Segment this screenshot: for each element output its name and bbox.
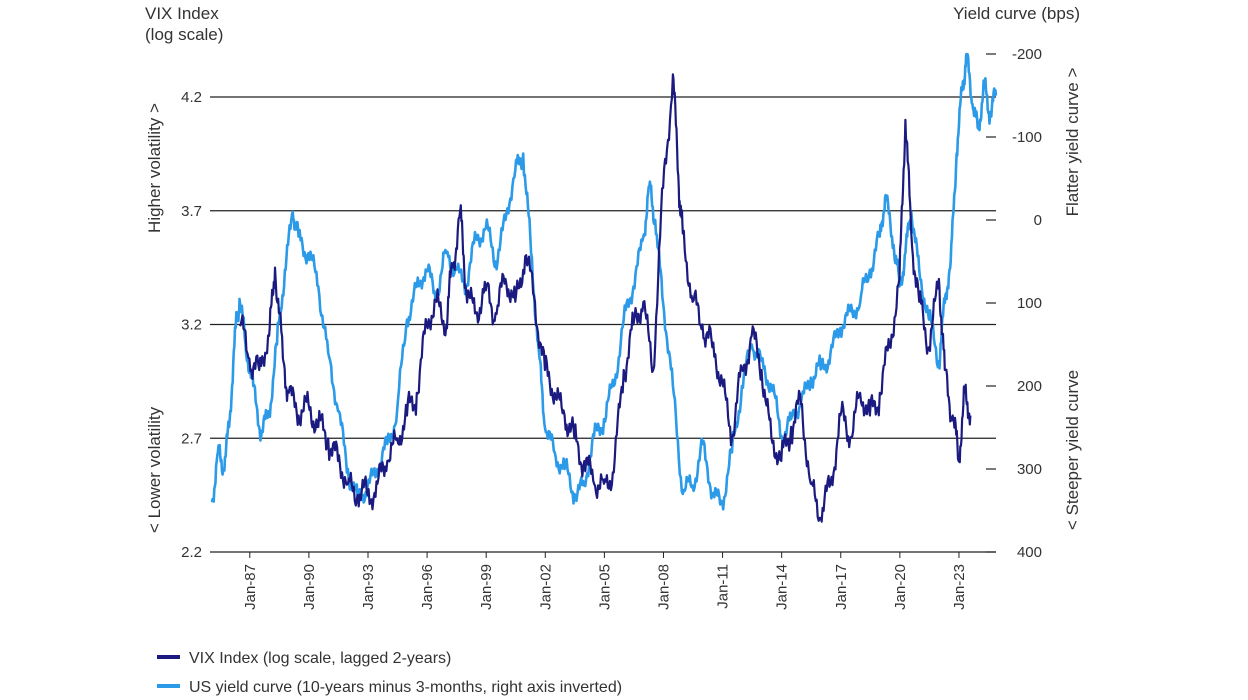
- left-axis-ticks: 4.2 3.7 3.2 2.7 2.2: [181, 89, 202, 561]
- legend: VIX Index (log scale, lagged 2-years) US…: [157, 650, 622, 696]
- x-tick-label: Jan-05: [596, 564, 613, 610]
- x-tick-label: Jan-23: [951, 564, 968, 610]
- legend-label-vix: VIX Index (log scale, lagged 2-years): [189, 650, 451, 667]
- gridlines: [210, 96, 996, 439]
- left-axis-title-line1: VIX Index: [145, 4, 219, 23]
- x-tick-label: Jan-87: [242, 564, 259, 610]
- left-tick-label: 3.7: [181, 203, 202, 220]
- higher-volatility-label: Higher volatility >: [145, 103, 164, 233]
- legend-label-yield-curve: US yield curve (10-years minus 3-months,…: [189, 679, 622, 696]
- steeper-yield-curve-label: < Steeper yield curve: [1063, 370, 1082, 530]
- left-tick-label: 2.2: [181, 544, 202, 561]
- left-axis-title-line2: (log scale): [145, 25, 223, 44]
- x-tick-label: Jan-08: [655, 564, 672, 610]
- x-tick-label: Jan-90: [301, 564, 318, 610]
- right-tick-label: 300: [1017, 461, 1042, 478]
- x-axis-ticks: Jan-87 Jan-90 Jan-93 Jan-96 Jan-99 Jan-02 Jan-…: [242, 552, 968, 610]
- x-tick-label: Jan-99: [478, 564, 495, 610]
- right-tick-label: -100: [1012, 129, 1042, 146]
- right-tick-label: 0: [1034, 212, 1042, 229]
- right-tick-label: 400: [1017, 544, 1042, 561]
- right-axis-title: Yield curve (bps): [953, 4, 1080, 23]
- series-line-yield-curve: [210, 52, 998, 511]
- left-tick-label: 2.7: [181, 430, 202, 447]
- x-tick-label: Jan-20: [892, 564, 909, 610]
- right-tick-label: 200: [1017, 378, 1042, 395]
- right-axis-ticks: -200 -100 0 100 200 300 400: [986, 46, 1042, 561]
- x-tick-label: Jan-11: [715, 564, 732, 609]
- x-tick-label: Jan-96: [419, 564, 436, 610]
- x-tick-label: Jan-93: [360, 564, 377, 610]
- left-tick-label: 3.2: [181, 317, 202, 334]
- series-layer: [210, 52, 998, 523]
- right-tick-label: 100: [1017, 295, 1042, 312]
- series-line-vix: [238, 73, 972, 523]
- x-tick-label: Jan-14: [774, 564, 791, 610]
- flatter-yield-curve-label: Flatter yield curve >: [1063, 68, 1082, 217]
- x-tick-label: Jan-17: [833, 564, 850, 610]
- left-tick-label: 4.2: [181, 89, 202, 106]
- x-tick-label: Jan-02: [537, 564, 554, 610]
- lower-volatility-label: < Lower volatility: [145, 406, 164, 533]
- right-tick-label: -200: [1012, 46, 1042, 63]
